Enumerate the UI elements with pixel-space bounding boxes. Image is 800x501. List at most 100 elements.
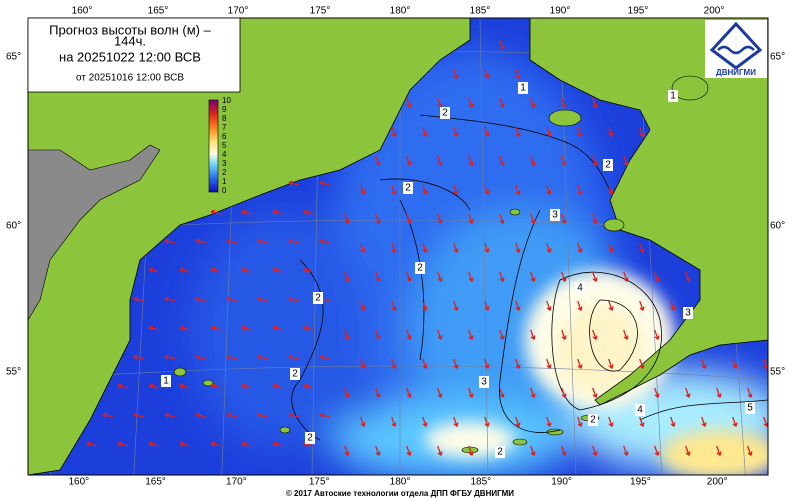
arrow: [515, 126, 521, 137]
arrow: [577, 416, 583, 427]
arrow: [133, 296, 144, 302]
contour-label-bg: [588, 414, 598, 426]
arrow: [468, 213, 474, 224]
title-box: Прогноз высоты волн (м) – 144ч. на 20251…: [27, 17, 241, 93]
arrow: [701, 416, 707, 427]
lon-label-bottom: 170°: [226, 477, 247, 488]
contour-label: 4: [637, 405, 643, 416]
arrow: [546, 242, 552, 253]
arrow: [670, 416, 676, 427]
arrow: [422, 242, 428, 253]
wave-direction-arrows: [86, 39, 768, 456]
contour-label-bg: [518, 82, 528, 94]
contour-label: 3: [685, 308, 691, 319]
arrow: [164, 296, 175, 302]
arrow: [654, 445, 660, 456]
arrow: [546, 300, 552, 311]
land-west: [28, 18, 471, 475]
logo-emblem: [709, 21, 763, 70]
lon-label-top: 195°: [628, 6, 649, 17]
arrow: [453, 358, 459, 369]
land-east: [529, 18, 768, 406]
arrow: [577, 126, 583, 137]
arrow: [592, 97, 598, 108]
lon-labels: 160° 160° 165° 165° 170° 170° 175° 175° 180° 180°…: [68, 6, 727, 488]
contour-label-bg: [479, 376, 489, 388]
arrow: [86, 441, 97, 447]
lon-label-top: 170°: [228, 6, 249, 17]
arrow: [210, 383, 221, 389]
arrow: [453, 184, 459, 195]
colorbar-label: 0: [222, 186, 227, 195]
contour-label-bg: [313, 292, 323, 304]
arrow: [546, 416, 552, 427]
contour-label: 2: [315, 293, 321, 304]
arrow: [272, 441, 283, 447]
arrow: [406, 329, 412, 340]
arrow: [639, 242, 645, 253]
contour-label-bg: [635, 404, 645, 416]
arrow: [179, 441, 190, 447]
lon-label-bottom: 195°: [630, 477, 651, 488]
lon-label-top: 185°: [470, 6, 491, 17]
arrow: [422, 300, 428, 311]
arrow: [732, 416, 738, 427]
arrow: [499, 155, 505, 166]
arrow: [515, 68, 521, 79]
arrow: [577, 242, 583, 253]
arrow: [319, 180, 330, 186]
title-panel: [27, 17, 241, 93]
arrow: [546, 358, 552, 369]
arrow: [592, 329, 598, 340]
forecast-time: на 20251022 12:00 ВСВ: [59, 49, 201, 64]
arrow: [210, 267, 221, 273]
contour-label: 3: [552, 210, 558, 221]
arrow: [639, 300, 645, 311]
lat-label-right: 60°: [770, 221, 785, 232]
arrow: [133, 354, 144, 360]
contour-label: 1: [163, 376, 169, 387]
arrow: [288, 180, 299, 186]
arrow: [685, 387, 691, 398]
arrow: [530, 329, 536, 340]
arrow: [685, 271, 691, 282]
arrow: [747, 445, 753, 456]
arrow: [453, 126, 459, 137]
land-gray: [28, 144, 161, 321]
arrow: [391, 126, 397, 137]
arrow: [195, 296, 206, 302]
arrow: [148, 267, 159, 273]
arrow: [499, 39, 505, 50]
arrow: [561, 387, 567, 398]
contour-label: 5: [747, 403, 753, 414]
arrow: [272, 267, 283, 273]
contour-label: 4: [577, 283, 583, 294]
title: 144ч.: [114, 33, 146, 48]
footer: © 2017 Автоские технологии отдела ДПП ФГ…: [286, 489, 514, 498]
arrow: [148, 325, 159, 331]
arrow: [303, 325, 314, 331]
contour-label: 2: [405, 183, 411, 194]
arrow: [453, 416, 459, 427]
colorbar-label: 8: [222, 114, 227, 123]
arrow: [164, 354, 175, 360]
arrow: [639, 358, 645, 369]
colorbar-scale: [208, 99, 219, 193]
contour-label: 2: [417, 263, 423, 274]
arrow: [608, 358, 614, 369]
arrow: [437, 329, 443, 340]
arrow: [344, 329, 350, 340]
arrow: [288, 412, 299, 418]
arrow: [406, 387, 412, 398]
arrow: [468, 445, 474, 456]
islands: [173, 75, 709, 454]
lon-label-bottom: 175°: [309, 477, 330, 488]
arrow: [117, 383, 128, 389]
arrow: [437, 213, 443, 224]
contour-label-bg: [403, 182, 413, 194]
lon-label-top: 175°: [310, 6, 331, 17]
arrow: [623, 329, 629, 340]
lon-label-top: 190°: [550, 6, 571, 17]
arrow: [272, 325, 283, 331]
arrow: [437, 155, 443, 166]
